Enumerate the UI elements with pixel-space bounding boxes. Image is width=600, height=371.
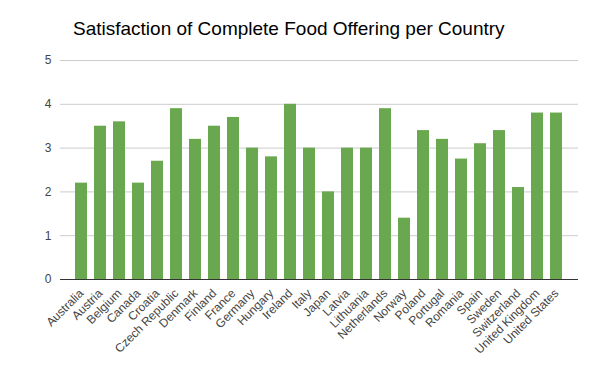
svg-text:Czech Republic: Czech Republic: [112, 286, 182, 356]
svg-text:Portugal: Portugal: [405, 286, 448, 328]
svg-text:Austria: Austria: [69, 286, 106, 323]
svg-text:France: France: [202, 286, 239, 323]
svg-text:1: 1: [45, 229, 52, 243]
svg-text:Croatia: Croatia: [125, 286, 163, 324]
svg-text:3: 3: [45, 141, 52, 155]
svg-text:Norway: Norway: [370, 286, 410, 325]
svg-text:Italy: Italy: [288, 286, 315, 312]
svg-text:Ireland: Ireland: [259, 286, 296, 323]
svg-text:Sweden: Sweden: [463, 286, 505, 327]
svg-text:Poland: Poland: [392, 286, 429, 323]
html-text:Satisfaction of Complete Food: Satisfaction of Complete Food Offering p…: [73, 18, 505, 39]
svg-text:4: 4: [45, 97, 52, 111]
svg-text:Spain: Spain: [453, 286, 486, 318]
svg-text:Lithuania: Lithuania: [327, 286, 372, 331]
svg-text:Japan: Japan: [300, 286, 334, 320]
svg-text:0: 0: [45, 272, 52, 286]
svg-text:Romania: Romania: [422, 286, 467, 331]
svg-text:2: 2: [45, 185, 52, 199]
svg-text:United Kingdom: United Kingdom: [472, 286, 543, 357]
svg-text:Switzerland: Switzerland: [469, 286, 524, 340]
svg-text:Belgium: Belgium: [83, 286, 125, 327]
svg-text:Latvia: Latvia: [319, 286, 353, 319]
svg-text:United States: United States: [500, 286, 561, 347]
svg-text:5: 5: [45, 53, 52, 67]
svg-text:Australia: Australia: [43, 286, 87, 330]
svg-text:Canada: Canada: [103, 286, 144, 326]
svg-text:Denmark: Denmark: [156, 286, 201, 331]
svg-text:Germany: Germany: [212, 286, 258, 332]
svg-text:Netherlands: Netherlands: [334, 286, 391, 342]
svg-text:Finland: Finland: [181, 286, 220, 324]
svg-text:Hungary: Hungary: [234, 286, 277, 329]
